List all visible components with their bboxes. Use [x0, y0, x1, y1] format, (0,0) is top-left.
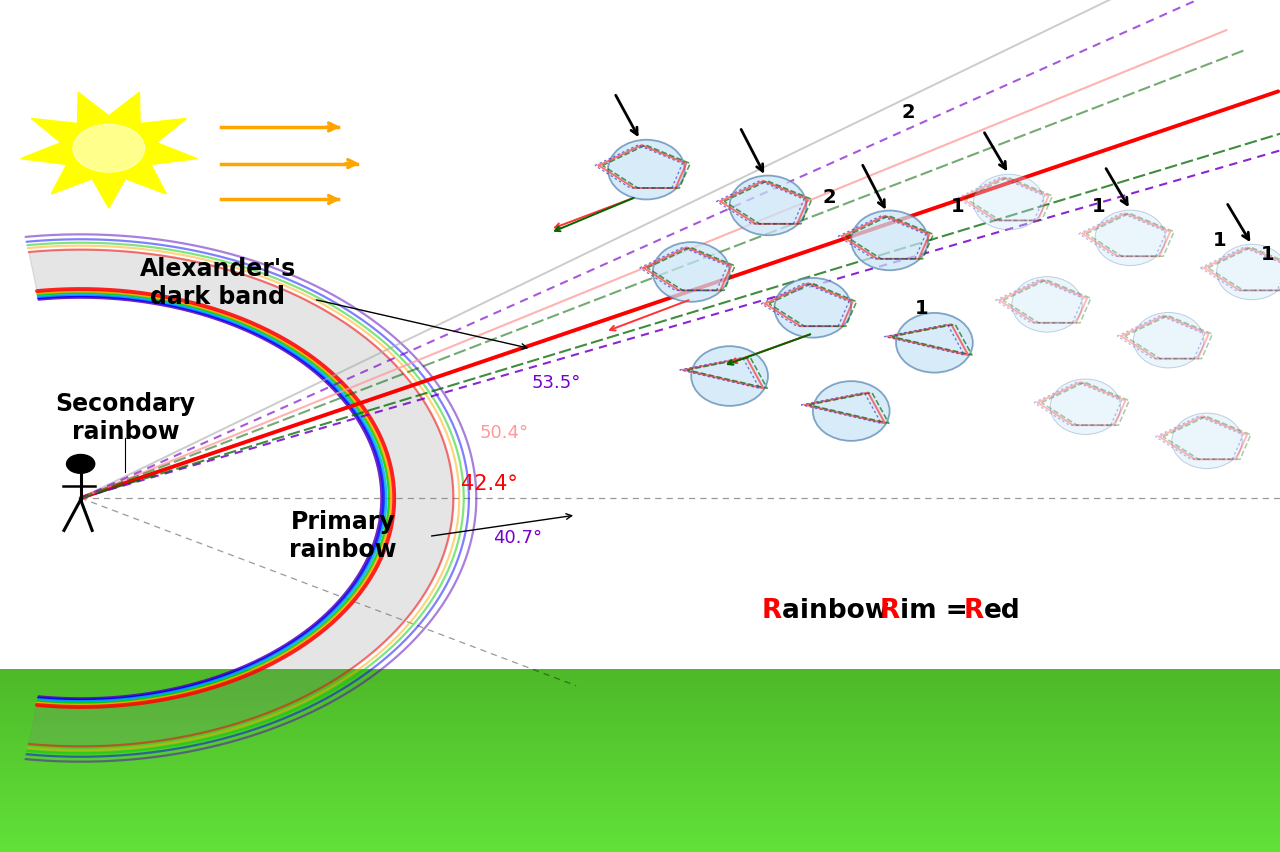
Bar — [0, 844, 1280, 849]
Bar — [0, 812, 1280, 815]
Text: 40.7°: 40.7° — [493, 529, 541, 547]
Bar — [0, 764, 1280, 768]
Bar — [0, 709, 1280, 713]
Bar — [0, 757, 1280, 760]
Bar — [0, 746, 1280, 750]
Text: R: R — [964, 598, 984, 624]
Ellipse shape — [1134, 314, 1204, 369]
Bar — [0, 808, 1280, 812]
Text: Primary
rainbow: Primary rainbow — [289, 509, 397, 561]
Ellipse shape — [1096, 211, 1166, 266]
Text: ainbow: ainbow — [782, 598, 899, 624]
Text: 53.5°: 53.5° — [531, 374, 581, 392]
Ellipse shape — [813, 382, 890, 441]
Text: 2: 2 — [823, 187, 836, 207]
Bar — [0, 728, 1280, 731]
Text: R: R — [762, 598, 782, 624]
Text: 1: 1 — [951, 196, 964, 216]
Bar — [0, 705, 1280, 709]
Bar — [0, 694, 1280, 698]
Bar — [0, 713, 1280, 717]
Text: ed: ed — [984, 598, 1021, 624]
Bar — [0, 790, 1280, 793]
Bar — [0, 826, 1280, 830]
Bar — [0, 742, 1280, 746]
Ellipse shape — [653, 243, 730, 302]
Text: 1: 1 — [1213, 230, 1226, 250]
Bar — [0, 823, 1280, 826]
Text: 2: 2 — [902, 102, 915, 122]
Bar — [0, 782, 1280, 786]
Text: 1: 1 — [1092, 196, 1105, 216]
Bar — [0, 734, 1280, 739]
Bar — [0, 833, 1280, 838]
Ellipse shape — [608, 141, 685, 200]
Bar — [0, 687, 1280, 691]
Ellipse shape — [851, 211, 928, 271]
Ellipse shape — [730, 176, 806, 236]
Text: 1: 1 — [915, 298, 928, 318]
Text: 1: 1 — [1261, 245, 1274, 264]
Bar — [0, 849, 1280, 852]
Bar — [0, 739, 1280, 742]
Ellipse shape — [774, 279, 851, 338]
Bar — [0, 720, 1280, 724]
Bar — [0, 819, 1280, 823]
Ellipse shape — [1216, 245, 1280, 300]
Bar — [0, 698, 1280, 702]
Bar — [0, 669, 1280, 672]
Bar — [0, 753, 1280, 757]
Bar — [0, 815, 1280, 819]
Bar — [0, 672, 1280, 676]
Bar — [0, 750, 1280, 753]
Bar — [0, 786, 1280, 790]
Bar — [0, 838, 1280, 841]
Bar — [0, 717, 1280, 720]
Bar — [0, 702, 1280, 705]
Ellipse shape — [1050, 380, 1121, 435]
Bar — [0, 830, 1280, 833]
Bar — [0, 676, 1280, 680]
Ellipse shape — [1011, 278, 1083, 332]
Text: Alexander's
dark band: Alexander's dark band — [140, 257, 296, 308]
Ellipse shape — [896, 314, 973, 373]
Bar — [0, 793, 1280, 797]
Bar — [0, 771, 1280, 775]
Bar — [0, 797, 1280, 801]
Bar — [0, 683, 1280, 687]
Ellipse shape — [1172, 413, 1242, 469]
Text: Secondary
rainbow: Secondary rainbow — [55, 392, 196, 443]
Text: im =: im = — [900, 598, 977, 624]
Text: R: R — [879, 598, 900, 624]
Text: 42.4°: 42.4° — [461, 474, 517, 494]
Bar — [0, 775, 1280, 779]
Bar — [0, 724, 1280, 728]
Bar — [0, 680, 1280, 683]
Polygon shape — [20, 93, 197, 209]
Ellipse shape — [691, 347, 768, 406]
Bar — [0, 731, 1280, 734]
Bar — [0, 801, 1280, 804]
Polygon shape — [28, 250, 453, 746]
Bar — [0, 779, 1280, 782]
Bar — [0, 760, 1280, 764]
Text: 50.4°: 50.4° — [480, 423, 529, 441]
Bar — [0, 841, 1280, 844]
Bar — [0, 691, 1280, 694]
Bar — [0, 768, 1280, 771]
Ellipse shape — [974, 176, 1044, 231]
Circle shape — [67, 455, 95, 474]
Circle shape — [73, 125, 145, 173]
Bar — [0, 804, 1280, 808]
